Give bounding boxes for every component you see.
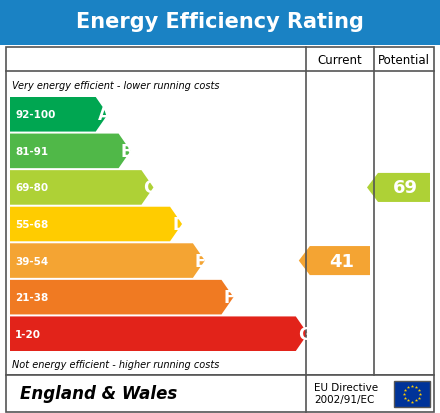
Text: Potential: Potential (378, 53, 430, 66)
Polygon shape (10, 98, 108, 132)
Text: England & Wales: England & Wales (20, 385, 177, 403)
Text: 1-20: 1-20 (15, 329, 41, 339)
Text: EU Directive: EU Directive (314, 382, 378, 392)
Text: E: E (195, 252, 206, 270)
Polygon shape (299, 247, 370, 275)
Polygon shape (10, 207, 182, 242)
Bar (0, 0, 440, 46)
Text: 69-80: 69-80 (15, 183, 48, 193)
Text: Not energy efficient - higher running costs: Not energy efficient - higher running co… (12, 359, 220, 369)
Text: 2002/91/EC: 2002/91/EC (314, 394, 374, 404)
Text: 55-68: 55-68 (15, 219, 48, 230)
Text: C: C (143, 179, 156, 197)
Text: 39-54: 39-54 (15, 256, 48, 266)
Bar (6, 48, 434, 375)
Polygon shape (367, 173, 430, 202)
Text: Energy Efficiency Rating: Energy Efficiency Rating (76, 12, 364, 32)
Text: F: F (224, 288, 235, 306)
Text: A: A (98, 106, 110, 124)
Polygon shape (10, 244, 205, 278)
Text: G: G (298, 325, 312, 343)
Text: 92-100: 92-100 (15, 110, 55, 120)
Text: 41: 41 (329, 252, 354, 270)
Text: 69: 69 (393, 179, 418, 197)
Bar (6, 375, 434, 412)
Text: 21-38: 21-38 (15, 292, 48, 302)
Polygon shape (10, 280, 234, 315)
Polygon shape (10, 171, 154, 205)
Text: 81-91: 81-91 (15, 147, 48, 157)
Text: D: D (172, 216, 186, 233)
Text: Current: Current (318, 53, 362, 66)
Bar (394, 380, 430, 406)
Polygon shape (10, 317, 308, 351)
Text: B: B (121, 142, 133, 161)
Text: Very energy efficient - lower running costs: Very energy efficient - lower running co… (12, 81, 220, 91)
Polygon shape (10, 134, 131, 169)
